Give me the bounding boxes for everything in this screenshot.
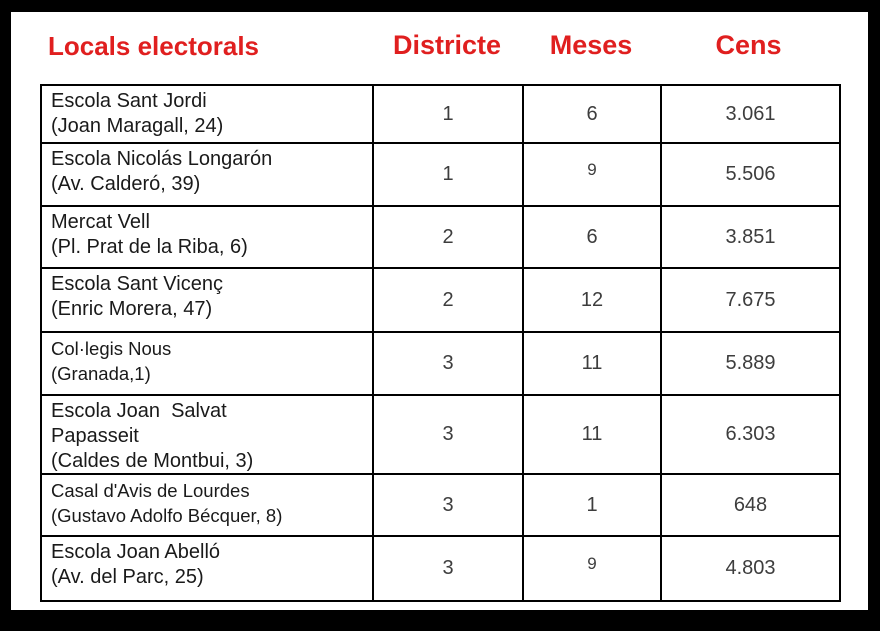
meses-value: 1 [586, 493, 598, 516]
meses-value: 9 [587, 553, 597, 573]
cell-cens: 4.803 [662, 537, 839, 600]
page-title: Locals electorals [48, 31, 259, 61]
local-name: Escola Sant Vicenç [51, 273, 223, 295]
cell-districte: 3 [374, 475, 524, 537]
cell-cens: 3.061 [662, 86, 839, 144]
meses-value: 6 [586, 102, 598, 125]
cell-local-name: Col·legis Nous (Granada,1) [42, 333, 374, 396]
cell-meses: 6 [524, 86, 662, 144]
districte-value: 3 [442, 423, 454, 445]
districte-value: 3 [442, 493, 454, 516]
column-header-cens: Cens [715, 30, 782, 60]
local-name: Escola Nicolás Longarón [51, 148, 273, 170]
cell-cens: 3.851 [662, 207, 839, 269]
districte-value: 1 [442, 102, 454, 125]
local-address: (Caldes de Montbui, 3) [51, 450, 254, 472]
cell-meses: 9 [524, 144, 662, 207]
cell-meses: 9 [524, 537, 662, 600]
table-header: Locals electorals Districte Meses Cens [11, 12, 868, 84]
column-header-districte: Districte [392, 30, 502, 60]
cell-cens: 6.303 [662, 396, 839, 475]
local-name: Escola Joan Abelló [51, 541, 221, 563]
local-address: (Pl. Prat de la Riba, 6) [51, 236, 248, 258]
local-address: (Enric Morera, 47) [51, 298, 213, 320]
cell-meses: 11 [524, 396, 662, 475]
meses-value: 6 [586, 225, 598, 248]
cell-districte: 1 [374, 144, 524, 207]
cens-value: 3.061 [725, 102, 776, 125]
column-header-meses: Meses [549, 30, 633, 60]
cell-local-name: Mercat Vell (Pl. Prat de la Riba, 6) [42, 207, 374, 269]
districte-value: 2 [442, 225, 454, 248]
meses-value: 9 [587, 159, 597, 179]
districte-value: 2 [442, 288, 454, 311]
meses-value: 11 [581, 352, 603, 374]
local-address: (Gustavo Adolfo Bécquer, 8) [51, 505, 283, 526]
cell-meses: 6 [524, 207, 662, 269]
cell-cens: 648 [662, 475, 839, 537]
districte-value: 3 [442, 352, 454, 374]
cell-districte: 3 [374, 537, 524, 600]
local-name: Mercat Vell [51, 211, 150, 233]
cell-cens: 7.675 [662, 269, 839, 333]
cell-local-name: Casal d'Avis de Lourdes (Gustavo Adolfo … [42, 475, 374, 537]
cell-meses: 12 [524, 269, 662, 333]
cell-districte: 3 [374, 396, 524, 475]
cell-cens: 5.506 [662, 144, 839, 207]
cell-local-name: Escola Joan Abelló (Av. del Parc, 25) [42, 537, 374, 600]
cell-meses: 11 [524, 333, 662, 396]
cens-value: 5.506 [725, 163, 776, 185]
local-address: (Av. Calderó, 39) [51, 173, 201, 195]
meses-value: 12 [580, 288, 604, 311]
cell-districte: 2 [374, 207, 524, 269]
meses-value: 11 [581, 423, 603, 445]
cell-local-name: Escola Joan Salvat Papasseit (Caldes de … [42, 396, 374, 475]
local-address: (Granada,1) [51, 363, 151, 384]
districte-value: 3 [442, 557, 454, 579]
cens-value: 5.889 [725, 352, 776, 374]
content-area: Locals electorals Districte Meses Cens E… [11, 12, 868, 610]
local-name: Escola Sant Jordi [51, 90, 207, 112]
local-name: Escola Joan Salvat Papasseit [51, 400, 227, 447]
cell-districte: 3 [374, 333, 524, 396]
cens-value: 648 [733, 493, 768, 516]
cens-value: 3.851 [725, 225, 776, 248]
cens-value: 7.675 [725, 288, 776, 311]
cens-value: 6.303 [725, 423, 776, 445]
cell-local-name: Escola Sant Vicenç (Enric Morera, 47) [42, 269, 374, 333]
local-name: Casal d'Avis de Lourdes [51, 480, 250, 501]
local-name: Col·legis Nous [51, 338, 172, 359]
cell-meses: 1 [524, 475, 662, 537]
districte-value: 1 [442, 163, 454, 185]
local-address: (Av. del Parc, 25) [51, 566, 204, 588]
local-address: (Joan Maragall, 24) [51, 115, 224, 137]
locals-table: Escola Sant Jordi (Joan Maragall, 24) 1 … [40, 84, 841, 602]
cell-districte: 2 [374, 269, 524, 333]
cell-local-name: Escola Nicolás Longarón (Av. Calderó, 39… [42, 144, 374, 207]
cens-value: 4.803 [725, 557, 776, 579]
cell-districte: 1 [374, 86, 524, 144]
cell-local-name: Escola Sant Jordi (Joan Maragall, 24) [42, 86, 374, 144]
cell-cens: 5.889 [662, 333, 839, 396]
